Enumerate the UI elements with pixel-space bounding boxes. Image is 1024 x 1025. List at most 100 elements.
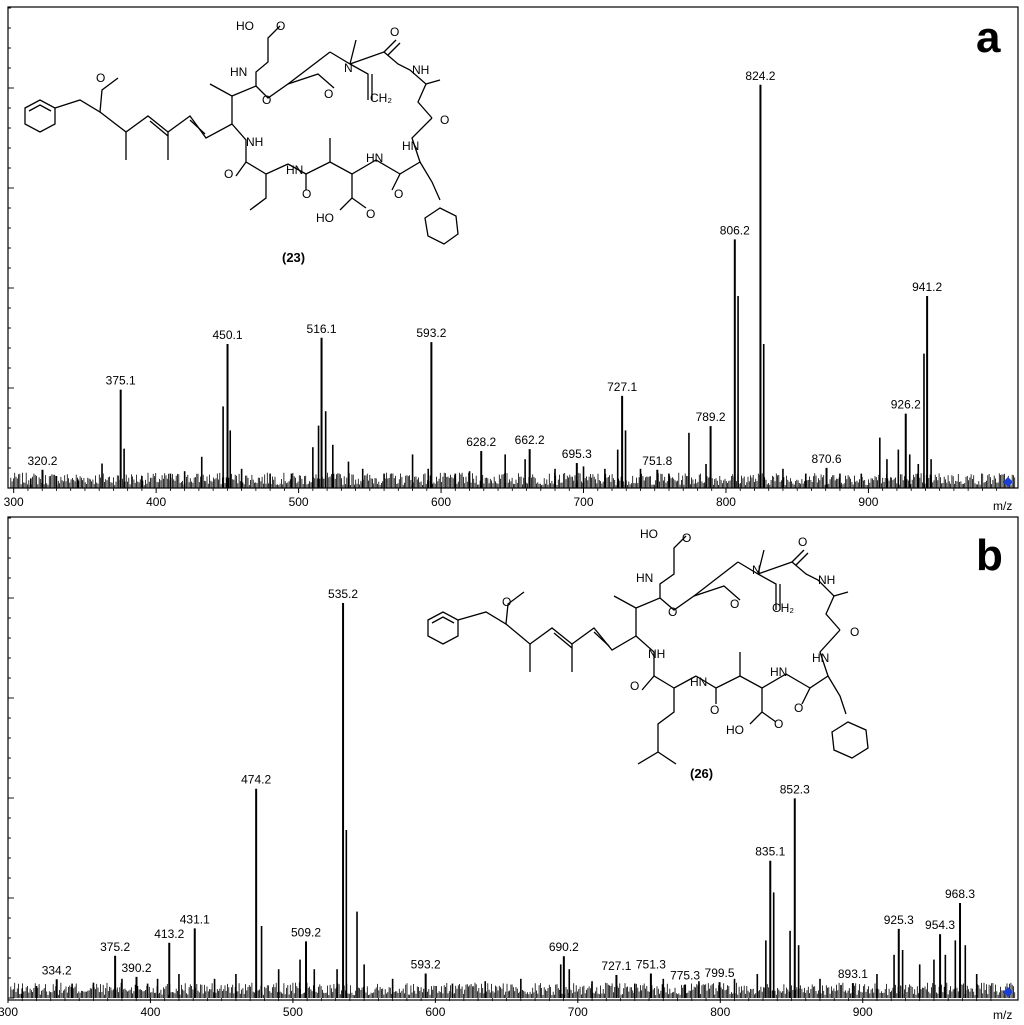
svg-text:O: O [394,187,403,201]
peak-label: 690.2 [549,940,579,954]
peak-label: 662.2 [515,433,545,447]
svg-text:HN: HN [812,651,829,665]
panel-a-letter: a [976,13,1001,62]
svg-text:O: O [390,25,399,39]
svg-text:O: O [682,531,691,545]
compound-26-label: (26) [690,766,713,781]
svg-text:O: O [96,71,105,85]
peak-label: 835.1 [755,845,785,859]
svg-text:HN: HN [230,65,247,79]
x-tick-label: 500 [283,1005,303,1019]
svg-text:HO: HO [236,19,254,33]
svg-text:N: N [344,61,353,75]
x-tick-label: 800 [710,1005,730,1019]
peak-label: 375.2 [100,940,130,954]
panel-a-plot: 320.2 375.1 450.1 516.1 593.2 628.2 662.2 695.3… [4,7,1016,509]
structure-26-drawing [427,535,869,765]
svg-text:O: O [630,679,639,693]
svg-text:HN: HN [402,139,419,153]
peak-label: 535.2 [328,587,358,601]
precursor-diamond-icon [1003,987,1013,997]
x-tick-label: 800 [716,495,736,509]
peak-label: 474.2 [241,773,271,787]
peak-label: 390.2 [121,961,151,975]
peak-label: 727.1 [601,959,631,973]
peak-label: 509.2 [291,925,321,939]
panel-b-xlabel: m/z [993,1008,1012,1022]
peak-label: 334.2 [42,963,72,977]
svg-text:O: O [850,625,859,639]
svg-text:HN: HN [286,163,303,177]
svg-text:O: O [710,703,719,717]
peak-label: 593.2 [411,958,441,972]
peak-label: 789.2 [696,410,726,424]
svg-text:O: O [324,87,333,101]
panel-a-xlabel: m/z [993,499,1012,513]
peak-label: 968.3 [945,887,975,901]
peak-label: 375.1 [106,374,136,388]
svg-text:NH: NH [412,63,429,77]
peak-label: 695.3 [562,447,592,461]
panel-a-frame [7,6,1019,489]
baseline-noise [10,472,1016,488]
peak-label: 852.3 [780,782,810,796]
panel-b-letter: b [976,531,1003,580]
peak-label: 450.1 [213,328,243,342]
x-tick-label: 500 [289,495,309,509]
peak-label: 893.1 [838,967,868,981]
svg-text:O: O [502,595,511,609]
x-tick-label: 600 [425,1005,445,1019]
x-tick-label: 600 [431,495,451,509]
svg-text:O: O [774,717,783,731]
peak-label: 413.2 [154,927,184,941]
svg-text:O: O [366,207,375,221]
peak-label: 954.3 [925,918,955,932]
peak-label: 593.2 [416,326,446,340]
peak-label: 870.6 [812,452,842,466]
svg-text:O: O [794,701,803,715]
svg-text:O: O [262,93,271,107]
peak-label: 806.2 [720,223,750,237]
peak-label: 516.1 [307,322,337,336]
peak-label: 431.1 [180,912,210,926]
svg-text:HO: HO [640,527,658,541]
peak-label: 925.3 [884,913,914,927]
x-tick-label: 300 [0,1005,18,1019]
peak-label: 775.3 [670,969,700,983]
svg-text:O: O [302,187,311,201]
peak-label: 751.8 [642,454,672,468]
svg-text:O: O [798,535,807,549]
svg-text:CH₂: CH₂ [772,601,794,615]
x-tick-label: 900 [858,495,878,509]
svg-text:HN: HN [770,665,787,679]
x-tick-label: 700 [573,495,593,509]
svg-text:NH: NH [818,573,835,587]
svg-text:HN: HN [636,571,653,585]
svg-text:O: O [276,19,285,33]
svg-text:NH: NH [246,135,263,149]
x-tick-label: 700 [568,1005,588,1019]
peak-label: 320.2 [27,454,57,468]
panel-b-frame [7,516,1019,1001]
svg-text:HN: HN [366,151,383,165]
svg-text:NH: NH [648,647,665,661]
x-tick-label: 400 [140,1005,160,1019]
svg-text:O: O [730,597,739,611]
svg-text:CH₂: CH₂ [370,91,392,105]
x-tick-label: 300 [4,495,24,509]
peak-label: 926.2 [891,398,921,412]
peak-label: 941.2 [912,280,942,294]
peak-label: 727.1 [607,380,637,394]
svg-text:HO: HO [726,723,744,737]
x-tick-label: 400 [146,495,166,509]
peak-label: 628.2 [466,435,496,449]
svg-text:O: O [440,113,449,127]
peak-label: 751.3 [636,958,666,972]
svg-text:HO: HO [316,211,334,225]
baseline-noise [10,982,1016,998]
svg-text:HN: HN [690,675,707,689]
precursor-diamond-icon [1003,477,1013,487]
svg-text:N: N [752,563,761,577]
